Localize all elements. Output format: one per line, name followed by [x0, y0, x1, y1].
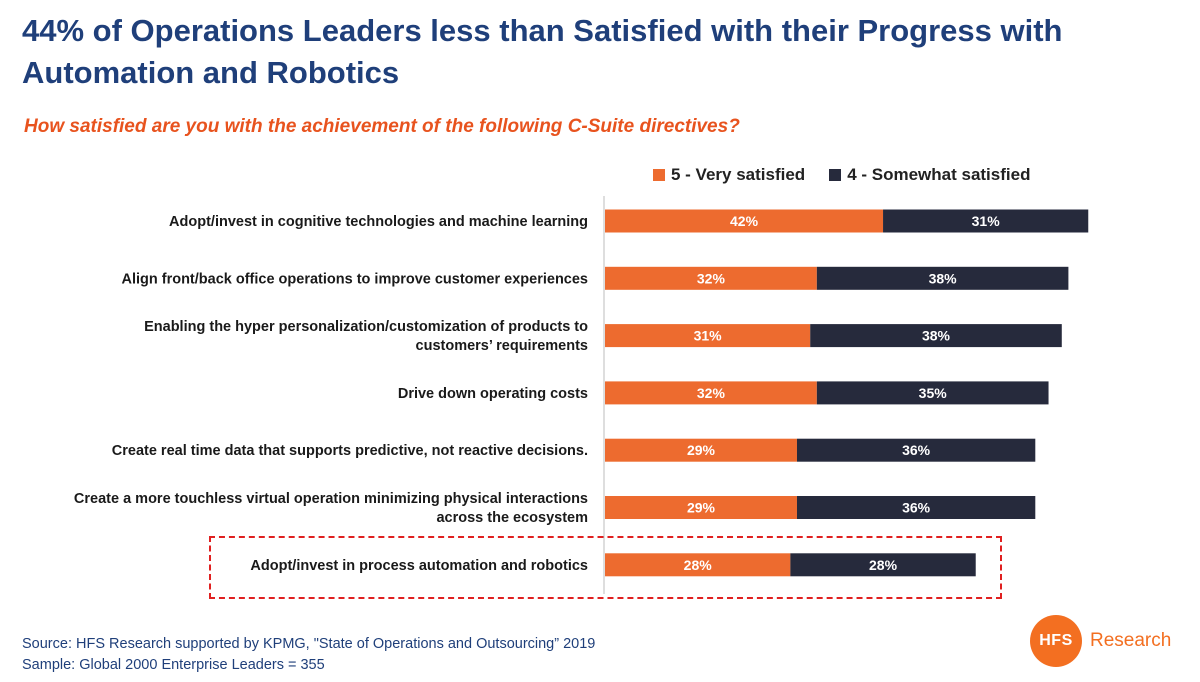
bar-very-satisfied	[605, 209, 884, 233]
category-label: Drive down operating costs	[398, 386, 588, 402]
data-label: 38%	[922, 328, 951, 344]
data-label: 42%	[730, 213, 759, 229]
logo-word: Research	[1090, 630, 1172, 651]
highlight-box	[209, 536, 1002, 599]
bar-somewhat-satisfied	[810, 324, 1062, 348]
category-label: Adopt/invest in cognitive technologies a…	[169, 214, 588, 230]
bar-very-satisfied	[605, 496, 797, 519]
data-label: 32%	[697, 270, 726, 286]
bar-somewhat-satisfied	[883, 209, 1089, 233]
data-label: 36%	[902, 442, 931, 458]
category-label: Adopt/invest in process automation and r…	[250, 558, 588, 574]
data-label: 29%	[687, 442, 716, 458]
category-label: Create real time data that supports pred…	[112, 443, 588, 459]
data-label: 35%	[919, 385, 948, 401]
legend-item-very-satisfied: 5 - Very satisfied	[653, 165, 805, 185]
legend-item-somewhat-satisfied: 4 - Somewhat satisfied	[829, 165, 1030, 185]
bar-somewhat-satisfied	[816, 266, 1069, 290]
legend-label-somewhat-satisfied: 4 - Somewhat satisfied	[847, 165, 1031, 184]
bar-very-satisfied	[605, 438, 797, 462]
bar-very-satisfied	[605, 381, 817, 405]
legend: 5 - Very satisfied 4 - Somewhat satisfie…	[653, 165, 1054, 185]
source-note: Source: HFS Research supported by KPMG, …	[22, 636, 596, 652]
hfs-logo: HFS Research	[1030, 615, 1171, 667]
data-label: 29%	[687, 500, 716, 516]
data-label: 36%	[902, 500, 931, 516]
sample-note: Sample: Global 2000 Enterprise Leaders =…	[22, 657, 325, 673]
legend-label-very-satisfied: 5 - Very satisfied	[671, 165, 806, 184]
data-label: 31%	[972, 213, 1001, 229]
data-label: 28%	[869, 557, 898, 573]
chart-title: 44% of Operations Leaders less than Sati…	[22, 13, 1063, 90]
data-label: 38%	[929, 270, 958, 286]
bar-very-satisfied	[605, 553, 791, 577]
logo-mark: HFS	[1030, 615, 1082, 667]
category-label: Align front/back office operations to im…	[121, 271, 588, 287]
bar-somewhat-satisfied	[790, 553, 976, 577]
data-label: 28%	[684, 557, 713, 573]
bar-somewhat-satisfied	[796, 438, 1036, 462]
legend-swatch-very-satisfied	[653, 169, 665, 181]
bar-very-satisfied	[605, 324, 811, 348]
category-label: customers’ requirements	[416, 338, 588, 354]
category-label: Enabling the hyper personalization/custo…	[144, 319, 588, 335]
bar-somewhat-satisfied	[796, 496, 1036, 519]
category-label: Create a more touchless virtual operatio…	[74, 491, 588, 507]
bar-very-satisfied	[605, 266, 817, 290]
chart-subtitle: How satisfied are you with the achieveme…	[24, 116, 740, 137]
bar-somewhat-satisfied	[816, 381, 1049, 405]
legend-swatch-somewhat-satisfied	[829, 169, 842, 181]
data-label: 32%	[697, 385, 726, 401]
data-label: 31%	[694, 328, 723, 344]
category-label: across the ecosystem	[436, 510, 588, 526]
